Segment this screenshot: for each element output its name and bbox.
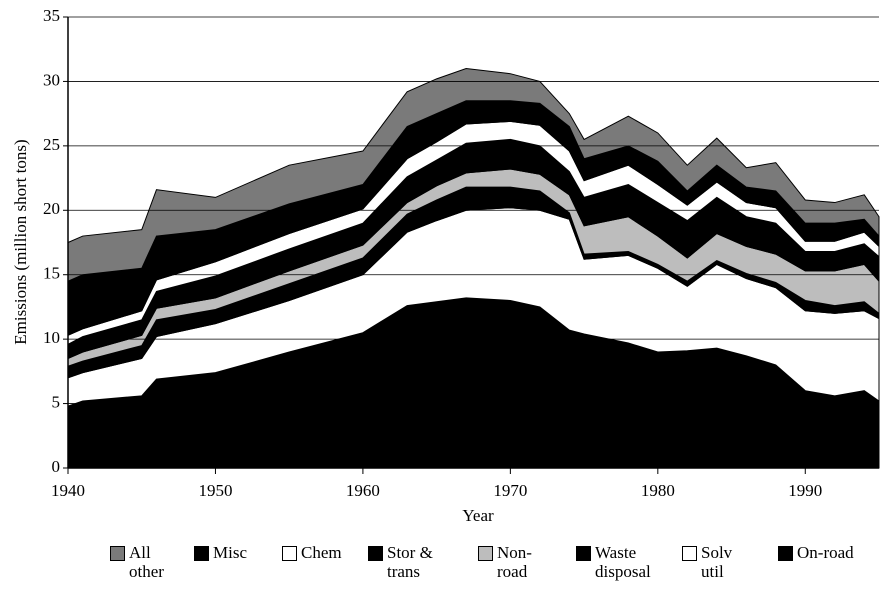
legend-label: Waste disposal xyxy=(595,543,651,581)
area xyxy=(67,68,880,282)
x-tick-label: 1940 xyxy=(51,481,85,500)
y-tick-label: 25 xyxy=(43,135,60,154)
legend-swatch xyxy=(682,546,697,561)
legend-swatch xyxy=(576,546,591,561)
legend-swatch xyxy=(368,546,383,561)
legend-label: Misc xyxy=(213,543,247,562)
x-tick-label: 1980 xyxy=(641,481,675,500)
legend-label: All other xyxy=(129,543,164,581)
legend-item: Stor & trans xyxy=(368,543,445,581)
y-tick-label: 15 xyxy=(43,264,60,283)
y-tick-label: 20 xyxy=(43,199,60,218)
legend-label: Non-road xyxy=(497,543,532,581)
y-axis-label: Emissions (million short tons) xyxy=(11,139,30,344)
legend-swatch xyxy=(282,546,297,561)
y-tick-label: 30 xyxy=(43,70,60,89)
legend-label: Chem xyxy=(301,543,342,562)
legend-item: Chem xyxy=(282,543,359,562)
legend-swatch xyxy=(478,546,493,561)
y-tick-label: 10 xyxy=(43,328,60,347)
legend-swatch xyxy=(778,546,793,561)
x-tick-label: 1990 xyxy=(788,481,822,500)
y-tick-label: 0 xyxy=(52,457,61,476)
x-tick-label: 1950 xyxy=(198,481,232,500)
legend-swatch xyxy=(110,546,125,561)
legend-item: On-road xyxy=(778,543,877,562)
chart: Year Emissions (million short tons) 0 5 10… xyxy=(11,6,880,525)
legend-label: On-road xyxy=(797,543,854,562)
y-tick-label: 35 xyxy=(43,6,60,25)
y-tick-label: 5 xyxy=(52,392,61,411)
legend-label: Solv util xyxy=(701,543,733,581)
legend-item: Solv util xyxy=(682,543,759,581)
x-tick-label: 1960 xyxy=(346,481,380,500)
x-axis-label: Year xyxy=(462,506,494,525)
legend-item: All other xyxy=(110,543,165,581)
legend-item: Non-road xyxy=(478,543,539,581)
legend-item: Waste disposal xyxy=(576,543,653,581)
x-tick-label: 1970 xyxy=(493,481,527,500)
legend-swatch xyxy=(194,546,209,561)
legend-label: Stor & trans xyxy=(387,543,433,581)
legend-item: Misc xyxy=(194,543,271,562)
